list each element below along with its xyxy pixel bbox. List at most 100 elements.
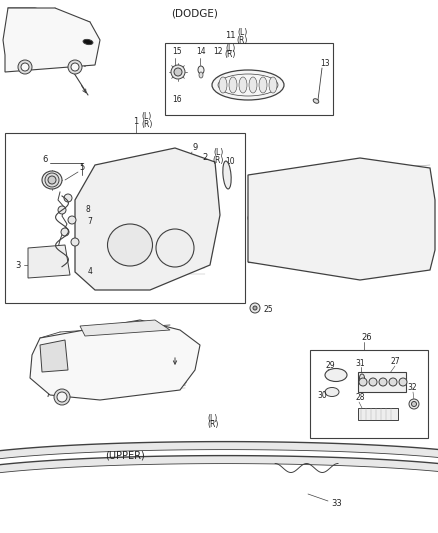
Ellipse shape [83, 39, 93, 45]
Text: 4: 4 [88, 268, 92, 277]
Ellipse shape [360, 374, 364, 382]
Bar [358, 408, 398, 420]
Text: 7: 7 [88, 217, 92, 227]
Ellipse shape [259, 77, 267, 93]
Ellipse shape [229, 77, 237, 93]
Circle shape [64, 194, 72, 202]
Text: 13: 13 [320, 59, 330, 68]
Ellipse shape [219, 77, 227, 93]
Bar [310, 350, 428, 438]
Ellipse shape [223, 161, 231, 189]
Polygon shape [3, 8, 100, 72]
Circle shape [409, 399, 419, 409]
Ellipse shape [239, 77, 247, 93]
Circle shape [68, 216, 76, 224]
Text: (L): (L) [208, 414, 218, 423]
Bar [308, 208, 363, 226]
Ellipse shape [325, 368, 347, 382]
Polygon shape [28, 245, 70, 278]
Polygon shape [0, 456, 438, 480]
Circle shape [401, 214, 409, 222]
Text: (R): (R) [237, 36, 247, 44]
Bar [5, 133, 245, 303]
Circle shape [353, 213, 361, 221]
Text: 28: 28 [355, 393, 365, 402]
Text: (UPPER): (UPPER) [105, 450, 145, 460]
Text: 2: 2 [202, 152, 208, 161]
Ellipse shape [156, 229, 194, 267]
Text: 12: 12 [213, 47, 223, 56]
Text: 31: 31 [355, 359, 365, 367]
Text: 33: 33 [332, 499, 343, 508]
Text: 17: 17 [317, 166, 327, 174]
Circle shape [273, 211, 283, 221]
Polygon shape [0, 442, 438, 466]
Text: (DODGE): (DODGE) [172, 8, 219, 18]
Polygon shape [75, 148, 220, 290]
Circle shape [48, 176, 56, 184]
Text: 6: 6 [42, 156, 48, 165]
Polygon shape [30, 320, 200, 400]
Circle shape [54, 389, 70, 405]
Circle shape [287, 211, 297, 221]
Text: 3: 3 [15, 261, 21, 270]
Circle shape [250, 303, 260, 313]
Bar [60, 380, 160, 388]
Circle shape [248, 213, 258, 223]
Polygon shape [40, 340, 68, 372]
Circle shape [68, 60, 82, 74]
Ellipse shape [42, 171, 62, 189]
Ellipse shape [107, 224, 152, 266]
Text: 27: 27 [390, 358, 400, 367]
Text: 32: 32 [407, 384, 417, 392]
Bar [248, 192, 416, 262]
Circle shape [57, 392, 67, 402]
Text: 14: 14 [196, 47, 205, 56]
Circle shape [369, 378, 377, 386]
Ellipse shape [249, 77, 257, 93]
Text: (R): (R) [141, 119, 153, 128]
Circle shape [45, 173, 59, 187]
Circle shape [389, 378, 397, 386]
Text: 26: 26 [362, 334, 372, 343]
Text: 9: 9 [192, 142, 198, 151]
Text: 20: 20 [273, 196, 283, 205]
Circle shape [411, 401, 417, 407]
Circle shape [379, 378, 387, 386]
Text: 19: 19 [260, 236, 270, 245]
Text: (L): (L) [237, 28, 247, 37]
Polygon shape [80, 320, 170, 336]
Polygon shape [248, 158, 435, 280]
Text: 23: 23 [322, 195, 332, 204]
Text: 5: 5 [79, 164, 85, 173]
Circle shape [399, 378, 407, 386]
Ellipse shape [198, 66, 204, 74]
Text: 24: 24 [405, 196, 415, 205]
Text: 29: 29 [325, 360, 335, 369]
Text: 25: 25 [263, 305, 273, 314]
Text: 30: 30 [317, 392, 327, 400]
Circle shape [171, 65, 185, 79]
Text: (R): (R) [212, 156, 224, 165]
Text: (L): (L) [225, 44, 235, 52]
Circle shape [320, 213, 328, 221]
Text: 22: 22 [285, 223, 295, 232]
Ellipse shape [212, 70, 284, 100]
Circle shape [61, 228, 69, 236]
Text: 8: 8 [85, 206, 90, 214]
Text: 21: 21 [287, 196, 297, 205]
Circle shape [309, 213, 317, 221]
Text: 10: 10 [225, 157, 235, 166]
Ellipse shape [269, 77, 277, 93]
Circle shape [71, 63, 79, 71]
Text: 1: 1 [134, 117, 138, 125]
Text: (L): (L) [213, 149, 223, 157]
Text: 18: 18 [250, 196, 260, 205]
Text: 11: 11 [225, 31, 235, 41]
Ellipse shape [313, 99, 319, 103]
Text: (R): (R) [207, 421, 219, 430]
Text: 16: 16 [172, 95, 182, 104]
Circle shape [359, 378, 367, 386]
Circle shape [71, 238, 79, 246]
Text: 15: 15 [172, 47, 182, 56]
